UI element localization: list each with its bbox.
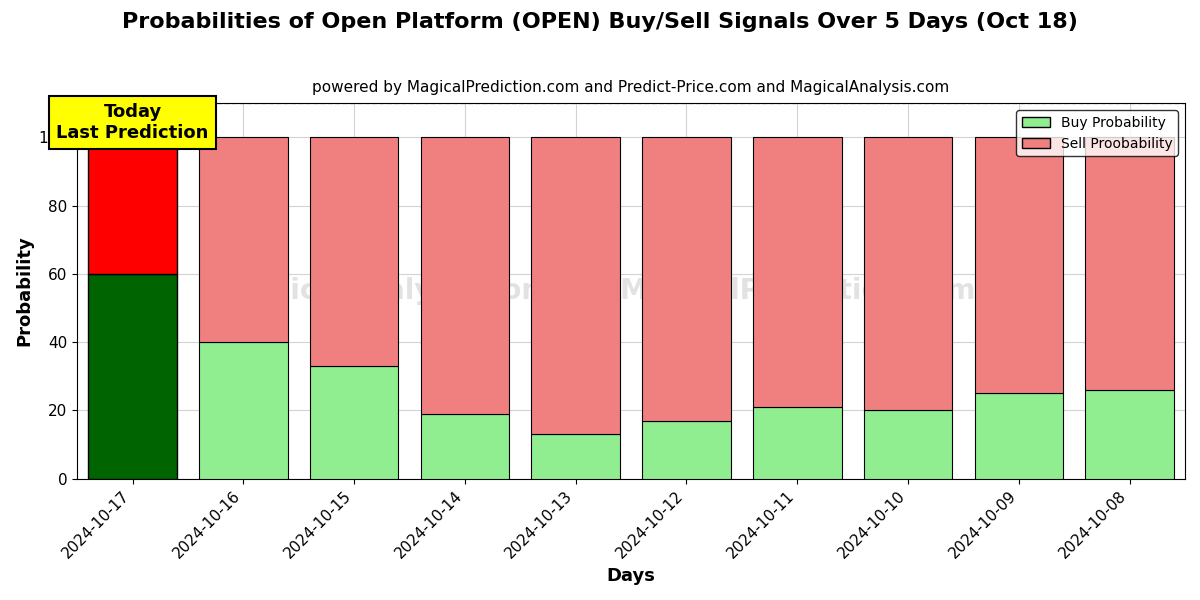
- X-axis label: Days: Days: [607, 567, 655, 585]
- Bar: [1085, 137, 1174, 390]
- Text: MagicalPrediction.com: MagicalPrediction.com: [619, 277, 976, 305]
- Text: Today
Last Prediction: Today Last Prediction: [56, 103, 209, 142]
- Title: powered by MagicalPrediction.com and Predict-Price.com and MagicalAnalysis.com: powered by MagicalPrediction.com and Pre…: [312, 80, 949, 95]
- Bar: [310, 366, 398, 479]
- Bar: [199, 342, 288, 479]
- Text: MagicalAnalysis.com: MagicalAnalysis.com: [224, 277, 551, 305]
- Bar: [974, 137, 1063, 394]
- Bar: [752, 137, 841, 407]
- Bar: [310, 137, 398, 366]
- Bar: [642, 421, 731, 479]
- Bar: [752, 407, 841, 479]
- Bar: [1085, 390, 1174, 479]
- Bar: [974, 394, 1063, 479]
- Y-axis label: Probability: Probability: [14, 236, 32, 346]
- Bar: [532, 137, 620, 434]
- Bar: [864, 137, 953, 410]
- Bar: [199, 137, 288, 342]
- Legend: Buy Probability, Sell Proobability: Buy Probability, Sell Proobability: [1016, 110, 1178, 156]
- Bar: [642, 137, 731, 421]
- Bar: [532, 434, 620, 479]
- Bar: [89, 274, 176, 479]
- Text: Probabilities of Open Platform (OPEN) Buy/Sell Signals Over 5 Days (Oct 18): Probabilities of Open Platform (OPEN) Bu…: [122, 12, 1078, 32]
- Bar: [420, 414, 509, 479]
- Bar: [89, 137, 176, 274]
- Bar: [420, 137, 509, 414]
- Bar: [864, 410, 953, 479]
